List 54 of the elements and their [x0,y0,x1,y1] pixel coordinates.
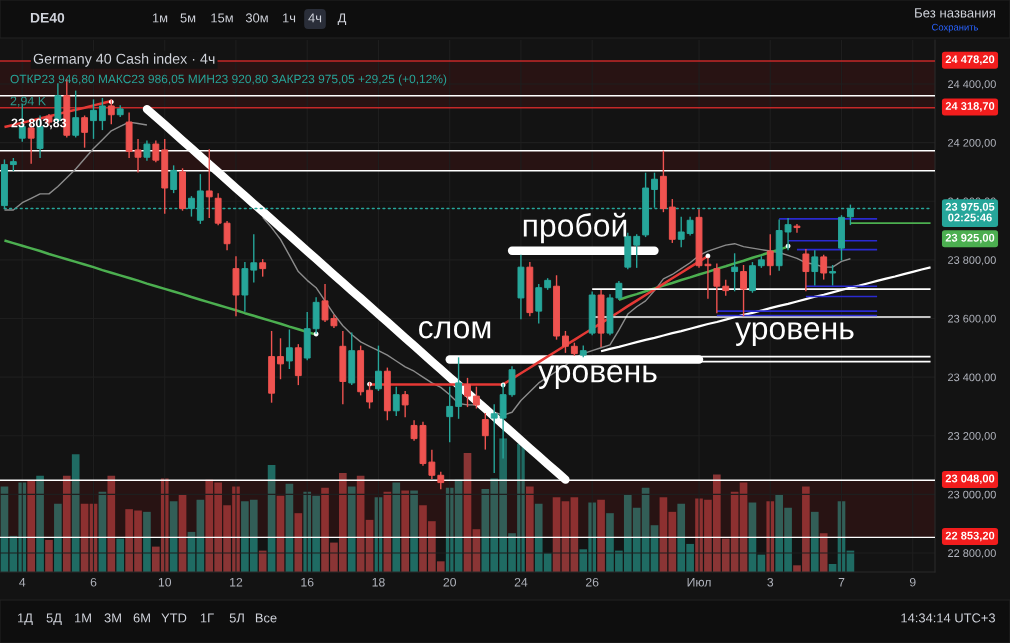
annotation: уровень [735,322,854,346]
x-tick-label: 4 [19,578,26,587]
x-tick-label: 26 [585,577,599,587]
text: 5м [180,13,196,23]
data-label: 23 975,05 02:25:46 [945,202,995,222]
text: ОТКР23 946,80 МАКС23 986,05 МИН23 920,80 ЗАКР23 975,05 +29,25 (+0,12%) [10,74,447,86]
y-tick-label: 22 800,00 [948,549,996,559]
text: 5Д [46,613,62,625]
x-tick-label: 24 [514,577,528,587]
text: DE40 [30,12,65,23]
text: 1Г [200,613,214,623]
text: Сохранить [932,23,979,33]
ref-line-label: 22 853,20 [945,531,995,542]
ref-line-label: 23 048,00 [945,474,995,485]
text: Germany 40 Cash index · 4ч [33,53,215,67]
text: 30м [245,13,268,23]
annotation: уровень [538,365,657,389]
ref-line-label: 24 318,70 [945,102,995,112]
text: 1Д [18,613,33,625]
x-tick-label: 6 [90,577,97,587]
y-tick-label: 23 800,00 [948,256,996,266]
annotation: слом [419,321,491,339]
y-tick-label: 23 000,00 [948,490,996,500]
x-tick-label: 3 [767,577,774,587]
text: 15м [211,13,233,23]
ref-line-label: 24 478,20 [945,55,995,65]
text: 3М [104,613,121,623]
x-tick-label: 9 [909,577,916,587]
x-tick-label: 10 [158,577,172,587]
text: Д [337,13,347,25]
annotation: 2,94 K [10,96,46,107]
data-label: 23 925,00 [945,233,995,244]
x-tick-label: 16 [301,577,314,587]
y-tick-label: 23 200,00 [948,432,996,442]
text: 4ч [308,13,322,23]
text: 1ч [283,13,296,23]
text: YTD [161,613,187,623]
text: Без названия [915,8,996,18]
x-tick-label: 12 [230,577,243,587]
x-tick-label: 7 [838,578,845,587]
y-tick-label: 24 400,00 [948,80,996,90]
x-tick-label: 20 [443,577,457,587]
text: 5Л [229,613,244,623]
text: Все [255,613,277,623]
text: 1м [152,13,168,23]
x-tick-label: 18 [372,577,385,587]
annotation: пробой [523,212,627,244]
y-tick-label: 23 400,00 [948,373,996,383]
y-tick-label: 24 200,00 [948,138,996,148]
x-tick-label: Июл [687,578,711,587]
text: 6М [133,613,150,623]
text: 14:34:14 UTC+3 [901,613,996,623]
y-tick-label: 23 600,00 [948,314,996,324]
text: 1М [75,613,91,623]
